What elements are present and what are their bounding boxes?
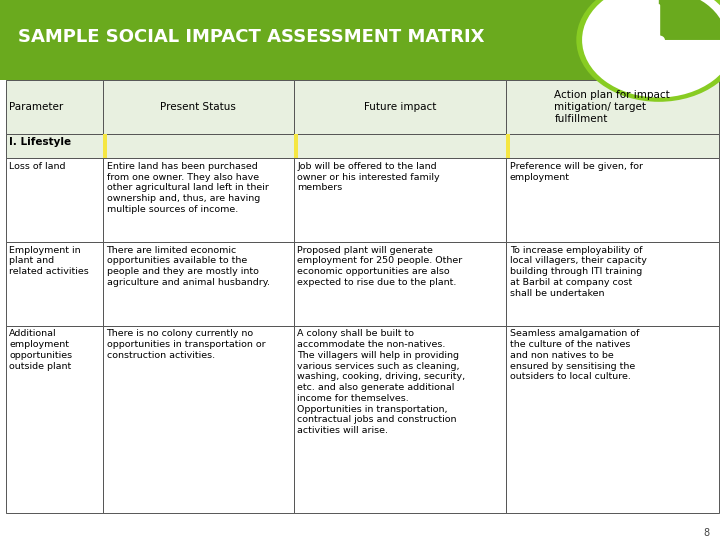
- Bar: [103, 134, 107, 158]
- Bar: [294, 80, 506, 134]
- Text: Employment in
plant and
related activities: Employment in plant and related activiti…: [9, 246, 89, 276]
- Bar: [294, 134, 298, 158]
- Bar: [6, 158, 103, 242]
- Text: Entire land has been purchased
from one owner. They also have
other agricultural: Entire land has been purchased from one …: [107, 162, 269, 214]
- Bar: [6, 326, 103, 513]
- Bar: [103, 326, 294, 513]
- Text: Additional
employment
opportunities
outside plant: Additional employment opportunities outs…: [9, 329, 73, 370]
- Text: Action plan for impact
mitigation/ target
fulfillment: Action plan for impact mitigation/ targe…: [554, 90, 670, 124]
- Text: Proposed plant will generate
employment for 250 people. Other
economic opportuni: Proposed plant will generate employment …: [297, 246, 463, 287]
- Circle shape: [576, 0, 720, 102]
- Text: Parameter: Parameter: [9, 102, 63, 112]
- Text: I. Lifestyle: I. Lifestyle: [9, 137, 71, 147]
- Text: A colony shall be built to
accommodate the non-natives.
The villagers will help : A colony shall be built to accommodate t…: [297, 329, 466, 435]
- Bar: [6, 242, 103, 326]
- Text: There are limited economic
opportunities available to the
people and they are mo: There are limited economic opportunities…: [107, 246, 269, 287]
- Bar: [103, 80, 294, 134]
- Bar: [506, 134, 510, 158]
- Bar: [103, 242, 294, 326]
- Bar: [0, 0, 720, 80]
- Wedge shape: [659, 0, 720, 40]
- Bar: [103, 134, 294, 158]
- Text: There is no colony currently no
opportunities in transportation or
construction : There is no colony currently no opportun…: [107, 329, 265, 360]
- Bar: [506, 242, 719, 326]
- Bar: [294, 134, 506, 158]
- Text: To increase employability of
local villagers, their capacity
building through IT: To increase employability of local villa…: [510, 246, 647, 298]
- Text: Seamless amalgamation of
the culture of the natives
and non natives to be
ensure: Seamless amalgamation of the culture of …: [510, 329, 639, 381]
- Text: SAMPLE SOCIAL IMPACT ASSESSMENT MATRIX: SAMPLE SOCIAL IMPACT ASSESSMENT MATRIX: [18, 28, 485, 46]
- Text: Future impact: Future impact: [364, 102, 436, 112]
- Bar: [294, 326, 506, 513]
- Text: Present Status: Present Status: [161, 102, 236, 112]
- Bar: [506, 134, 719, 158]
- Circle shape: [652, 35, 665, 45]
- Bar: [6, 134, 103, 158]
- Bar: [294, 242, 506, 326]
- Text: Job will be offered to the land
owner or his interested family
members: Job will be offered to the land owner or…: [297, 162, 440, 192]
- Text: 8: 8: [703, 528, 709, 538]
- Bar: [506, 326, 719, 513]
- Circle shape: [582, 0, 720, 98]
- Bar: [294, 158, 506, 242]
- Bar: [506, 158, 719, 242]
- Bar: [506, 80, 719, 134]
- Bar: [6, 80, 103, 134]
- Text: Preference will be given, for
employment: Preference will be given, for employment: [510, 162, 643, 182]
- Text: Loss of land: Loss of land: [9, 162, 66, 171]
- Bar: [103, 158, 294, 242]
